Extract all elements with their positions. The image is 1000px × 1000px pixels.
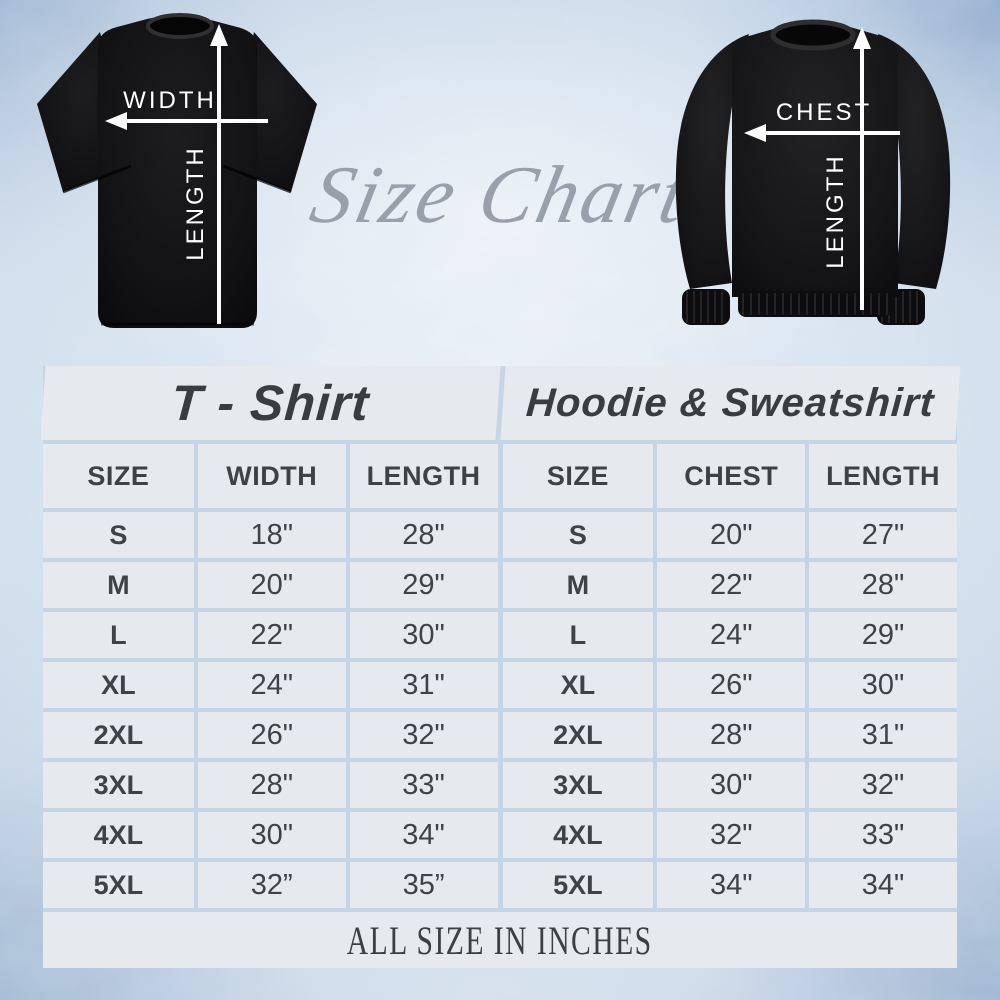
sweatshirt-figure: CHEST LENGTH (675, 19, 951, 325)
units-note: ALL SIZE IN INCHES (43, 912, 957, 968)
size-cell: 2XL (43, 712, 194, 758)
value-cell: 18" (197, 512, 346, 558)
size-cell: L (502, 612, 654, 658)
size-cell: S (43, 512, 194, 558)
size-cell: 5XL (43, 862, 194, 908)
value-cell: 32" (349, 712, 498, 758)
value-cell: 22" (657, 562, 806, 608)
value-cell: 29" (349, 562, 498, 608)
value-cell: 30" (349, 612, 498, 658)
size-table: T - Shirt SIZE WIDTH LENGTH S 18" 28" M 20" 29" L… (40, 366, 960, 968)
column-header: LENGTH (349, 444, 498, 508)
size-cell: 4XL (43, 812, 194, 858)
tee-length-label: LENGTH (182, 145, 209, 260)
length-arrow (210, 24, 228, 324)
column-header: CHEST (657, 444, 806, 508)
value-cell: 34" (657, 862, 806, 908)
size-cell: XL (502, 662, 654, 708)
value-cell: 20" (197, 562, 346, 608)
tee-collar (146, 13, 214, 39)
value-cell: 31" (349, 662, 498, 708)
size-cell: XL (43, 662, 194, 708)
size-cell: M (43, 562, 194, 608)
value-cell: 33" (349, 762, 498, 808)
value-cell: 32" (657, 812, 806, 858)
sweat-chest-label: CHEST (776, 99, 872, 126)
value-cell: 34" (349, 812, 498, 858)
value-cell: 28" (657, 712, 806, 758)
value-cell: 22" (197, 612, 346, 658)
value-cell: 33" (809, 812, 957, 858)
size-cell: 3XL (502, 762, 654, 808)
value-cell: 31" (809, 712, 957, 758)
size-cell: 3XL (43, 762, 194, 808)
value-cell: 27" (809, 512, 957, 558)
value-cell: 30" (657, 762, 806, 808)
tshirt-figure: WIDTH LENGTH (37, 13, 317, 328)
column-header: SIZE (502, 444, 654, 508)
value-cell: 32" (809, 762, 957, 808)
value-cell: 34" (809, 862, 957, 908)
table-halves: T - Shirt SIZE WIDTH LENGTH S 18" 28" M 20" 29" L… (40, 366, 960, 908)
size-cell: S (502, 512, 654, 558)
sweatshirt-measurements: CHEST LENGTH (744, 27, 900, 310)
size-cell: M (502, 562, 654, 608)
tshirt-measurements: WIDTH LENGTH (105, 24, 268, 324)
value-cell: 32” (197, 862, 346, 908)
value-cell: 28" (197, 762, 346, 808)
length-arrow (853, 27, 871, 310)
value-cell: 28" (349, 512, 498, 558)
size-cell: 2XL (502, 712, 654, 758)
hoodie-table: Hoodie & Sweatshirt SIZE CHEST LENGTH S 20" 2… (499, 366, 960, 908)
value-cell: 28" (809, 562, 957, 608)
column-header: LENGTH (809, 444, 957, 508)
value-cell: 35” (349, 862, 498, 908)
value-cell: 26" (657, 662, 806, 708)
size-cell: L (43, 612, 194, 658)
value-cell: 20" (657, 512, 806, 558)
sweat-length-label: LENGTH (822, 153, 849, 268)
hoodie-table-title: Hoodie & Sweatshirt (499, 366, 960, 440)
tshirt-table: T - Shirt SIZE WIDTH LENGTH S 18" 28" M 20" 29" L… (40, 366, 501, 908)
value-cell: 24" (197, 662, 346, 708)
chest-arrow (744, 124, 900, 142)
sweatshirt-silhouette (675, 19, 951, 325)
tshirt-silhouette (37, 13, 317, 328)
size-cell: 5XL (502, 862, 654, 908)
sweat-collar (770, 19, 856, 51)
value-cell: 30" (197, 812, 346, 858)
tee-width-label: WIDTH (123, 87, 217, 114)
value-cell: 29" (809, 612, 957, 658)
size-cell: 4XL (502, 812, 654, 858)
value-cell: 26" (197, 712, 346, 758)
value-cell: 24" (657, 612, 806, 658)
value-cell: 30" (809, 662, 957, 708)
tshirt-table-title: T - Shirt (40, 366, 501, 440)
width-arrow (105, 112, 268, 130)
units-note-text: ALL SIZE IN INCHES (347, 917, 653, 963)
column-header: SIZE (43, 444, 194, 508)
column-header: WIDTH (197, 444, 346, 508)
